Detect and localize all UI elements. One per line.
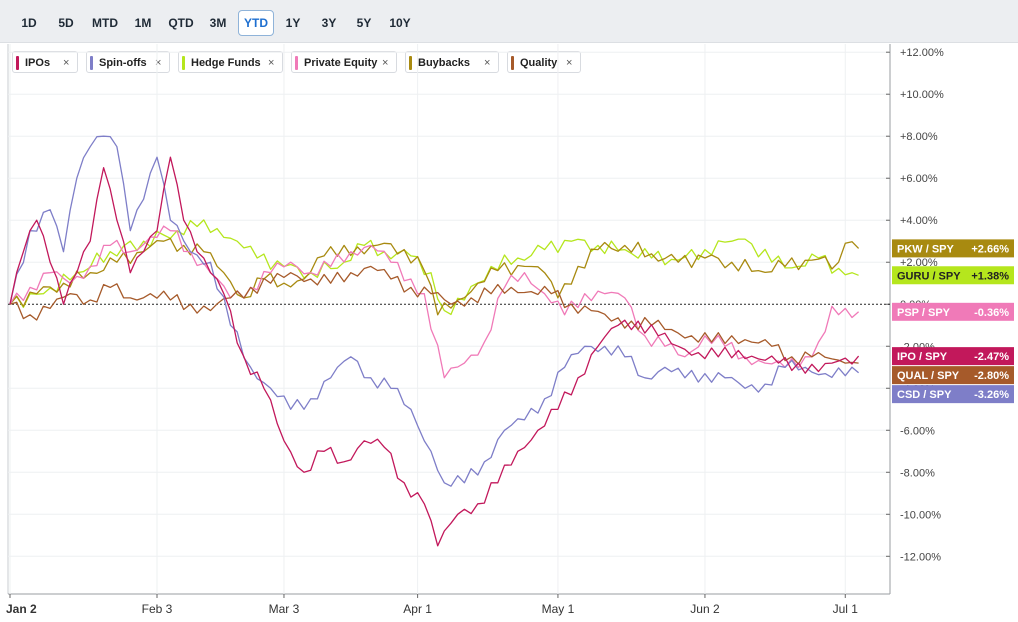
range-button-1d[interactable]: 1D	[21, 16, 37, 30]
range-button-3m[interactable]: 3M	[209, 16, 227, 30]
close-icon[interactable]: ×	[155, 57, 162, 69]
legend-label: Hedge Funds	[191, 57, 261, 69]
y-tick-label: -12.00%	[900, 551, 941, 563]
legend-swatch	[511, 56, 514, 70]
x-tick-label: May 1	[542, 602, 575, 616]
end-value-percent: -0.36%	[974, 307, 1009, 319]
legend-chip-private-equity[interactable]: Private Equity ×	[291, 51, 397, 73]
end-value-ticker: PSP / SPY	[897, 307, 951, 319]
legend-label: IPOs	[25, 57, 51, 69]
y-tick-label: +10.00%	[900, 89, 944, 101]
legend-chip-buybacks[interactable]: Buybacks ×	[405, 51, 499, 73]
legend-swatch	[409, 56, 412, 70]
range-toolbar: 1D 5D MTD 1M QTD 3M YTD 1Y 3Y 5Y 10Y	[0, 0, 1018, 43]
legend-swatch	[182, 56, 185, 70]
end-value-ticker: IPO / SPY	[897, 351, 948, 363]
legend-swatch	[90, 56, 93, 70]
range-button-1m[interactable]: 1M	[134, 16, 152, 30]
range-button-ytd[interactable]: YTD	[238, 10, 274, 36]
legend-label: Buybacks	[418, 57, 470, 69]
y-tick-label: -8.00%	[900, 467, 935, 479]
x-tick-label: Feb 3	[142, 602, 173, 616]
end-value-ticker: QUAL / SPY	[897, 370, 960, 382]
end-value-percent: -2.47%	[974, 351, 1009, 363]
legend-label: Private Equity	[304, 57, 378, 69]
y-tick-label: +6.00%	[900, 173, 938, 185]
end-value-ticker: GURU / SPY	[897, 270, 961, 282]
close-icon[interactable]: ×	[566, 57, 573, 69]
end-value-percent: +2.66%	[971, 243, 1009, 255]
legend-chip-ipos[interactable]: IPOs ×	[12, 51, 78, 73]
y-tick-label: +8.00%	[900, 131, 938, 143]
legend-chip-hedge-funds[interactable]: Hedge Funds ×	[178, 51, 283, 73]
y-tick-label: +2.00%	[900, 257, 938, 269]
legend-chip-quality[interactable]: Quality ×	[507, 51, 581, 73]
end-value-percent: +1.38%	[971, 270, 1009, 282]
y-tick-label: +4.00%	[900, 215, 938, 227]
series-line-hedge-funds	[9, 219, 859, 316]
end-value-tag	[892, 266, 1014, 285]
end-value-tag	[892, 239, 1014, 258]
y-tick-label: +12.00%	[900, 47, 944, 59]
x-tick-label: Jan 2	[6, 602, 37, 616]
range-button-5y[interactable]: 5Y	[356, 16, 372, 30]
end-value-ticker: CSD / SPY	[897, 389, 952, 401]
legend-label: Quality	[520, 57, 558, 69]
end-value-ticker: PKW / SPY	[897, 243, 955, 255]
close-icon[interactable]: ×	[382, 57, 389, 69]
y-tick-label: -10.00%	[900, 509, 941, 521]
close-icon[interactable]: ×	[268, 57, 275, 69]
range-button-10y[interactable]: 10Y	[389, 16, 411, 30]
x-tick-label: Mar 3	[269, 602, 300, 616]
legend-label: Spin-offs	[99, 57, 147, 69]
end-value-percent: -3.26%	[974, 389, 1009, 401]
end-value-tag	[892, 302, 1014, 321]
end-value-tag	[892, 385, 1014, 404]
end-value-tag	[892, 366, 1014, 385]
close-icon[interactable]: ×	[484, 57, 491, 69]
end-value-percent: -2.80%	[974, 370, 1009, 382]
legend-chip-spin-offs[interactable]: Spin-offs ×	[86, 51, 170, 73]
x-tick-label: Apr 1	[403, 602, 432, 616]
end-value-tag	[892, 347, 1014, 366]
y-tick-label: -6.00%	[900, 425, 935, 437]
series-line-private-equity	[9, 225, 860, 379]
legend-swatch	[295, 56, 298, 70]
range-button-5d[interactable]: 5D	[58, 16, 74, 30]
series-line-spin-offs	[9, 135, 860, 487]
close-icon[interactable]: ×	[63, 57, 70, 69]
range-button-3y[interactable]: 3Y	[321, 16, 337, 30]
series-line-buybacks	[9, 237, 860, 316]
legend-swatch	[16, 56, 19, 70]
x-tick-label: Jun 2	[690, 602, 720, 616]
series-line-ipos	[9, 156, 860, 547]
x-tick-label: Jul 1	[833, 602, 859, 616]
range-button-1y[interactable]: 1Y	[285, 16, 301, 30]
series-line-quality	[9, 265, 859, 365]
range-button-mtd[interactable]: MTD	[92, 16, 118, 30]
range-button-qtd[interactable]: QTD	[168, 16, 194, 30]
